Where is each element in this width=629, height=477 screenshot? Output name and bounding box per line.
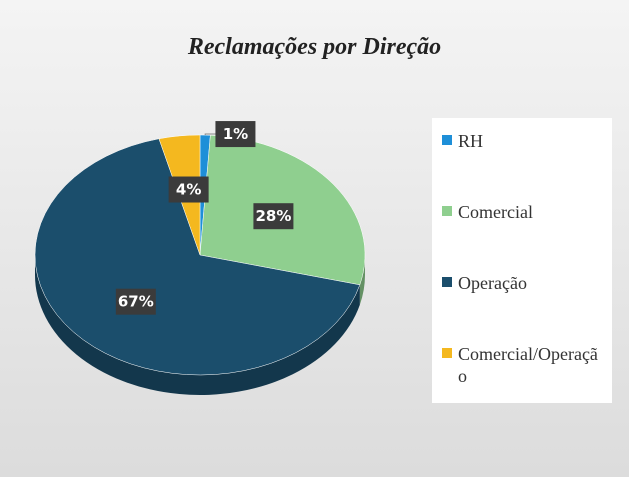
legend-swatch [442, 135, 452, 145]
value-label: 28% [255, 207, 291, 225]
value-label-box [115, 288, 156, 315]
legend-item: Comercial/Operação [442, 343, 606, 387]
value-label: 4% [176, 181, 201, 199]
legend-label: Comercial/Operação [458, 344, 598, 386]
legend-item: RH [442, 130, 606, 152]
slice [34, 138, 361, 376]
slice-side [359, 255, 365, 305]
legend-label: RH [458, 131, 484, 151]
legend-swatch [442, 277, 452, 287]
chart-title: Reclamações por Direção [187, 34, 442, 60]
value-label: 67% [118, 293, 154, 311]
legend-item: Operação [442, 272, 606, 294]
slice-side [35, 255, 360, 395]
legend-label: Comercial [458, 202, 533, 222]
legend-label: Operação [458, 273, 527, 293]
value-label: 1% [223, 125, 248, 143]
legend-item: Comercial [442, 201, 606, 223]
value-label-box [168, 176, 209, 203]
value-label-box [253, 203, 294, 230]
leader-line [204, 133, 220, 136]
legend-swatch [442, 348, 452, 358]
legend: RH Comercial Operação Comercial/Operação [432, 118, 612, 403]
legend-swatch [442, 206, 452, 216]
value-label-box [215, 121, 256, 148]
